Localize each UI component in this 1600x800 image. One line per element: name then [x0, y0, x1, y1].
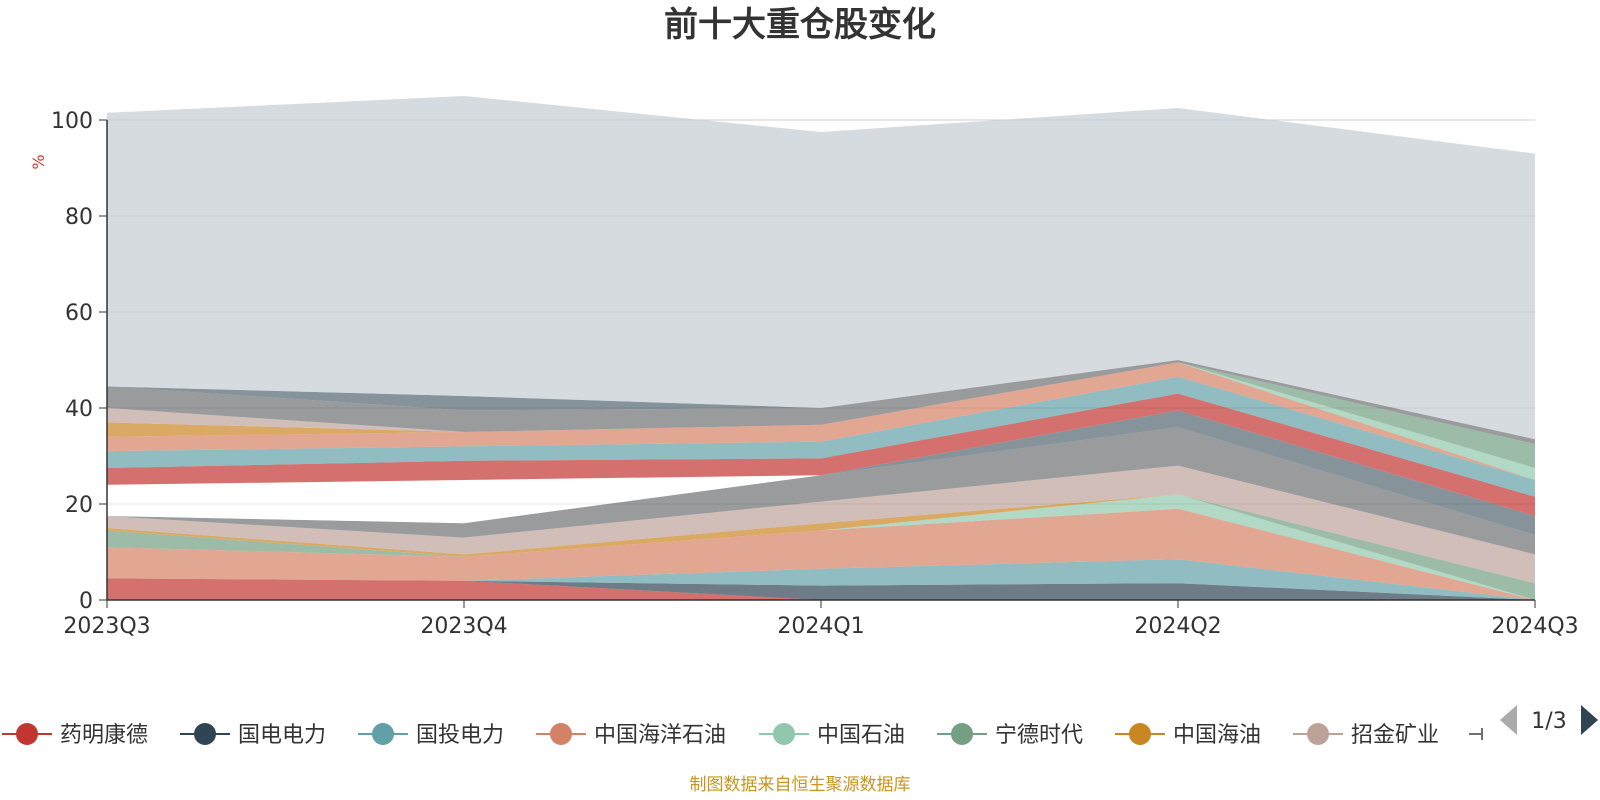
y-tick-label-2: 40 [65, 397, 93, 422]
y-tick-label-1: 20 [65, 493, 93, 518]
legend-marker-icon [550, 723, 572, 745]
x-tick-label-1: 2023Q4 [420, 614, 507, 639]
x-tick-label-3: 2024Q2 [1134, 614, 1221, 639]
area-series-3 [107, 508, 1535, 600]
legend: 药明康德 国电电力 国投电力 中国海洋石油 中国石油 宁德时代 中国海油 招金矿业 [2, 723, 1483, 748]
y-axis-unit: % [29, 154, 48, 169]
source-note: 制图数据来自恒生聚源数据库 [690, 775, 911, 795]
area-series-8 [107, 427, 1535, 555]
area-series-7 [107, 465, 1535, 584]
legend-prev-icon[interactable] [1500, 705, 1517, 735]
area-series-2 [107, 559, 1535, 600]
legend-next-icon[interactable] [1581, 705, 1598, 735]
legend-label: 招金矿业 [1351, 723, 1439, 748]
x-tick-label-2: 2024Q1 [777, 614, 864, 639]
y-tick-label-0: 0 [79, 589, 93, 614]
x-tick-label-4: 2024Q3 [1491, 614, 1578, 639]
x-tick-label-0: 2023Q3 [63, 614, 150, 639]
y-tick-label-3: 60 [65, 301, 93, 326]
area-series-0 [107, 578, 1535, 600]
legend-item-2[interactable]: 国投电力 [358, 723, 504, 748]
legend-item-5[interactable]: 宁德时代 [937, 723, 1083, 748]
area-series-20 [107, 96, 1535, 440]
legend-item-4[interactable]: 中国石油 [759, 723, 905, 748]
legend-label: 药明康德 [60, 723, 148, 748]
legend-item-1[interactable]: 国电电力 [180, 723, 326, 748]
area-series-10 [107, 410, 1535, 524]
area-series-19 [107, 360, 1535, 440]
legend-marker-icon [16, 723, 38, 745]
y-tick-label-5: 100 [51, 109, 93, 134]
legend-label: 国电电力 [238, 723, 326, 748]
area-series-1 [107, 578, 1535, 600]
area-series-18 [107, 360, 1535, 444]
legend-marker-icon [951, 723, 973, 745]
stacked-areas [107, 96, 1535, 600]
chart-title: 前十大重仓股变化 [664, 5, 936, 45]
legend-label: 中国海洋石油 [594, 723, 726, 748]
y-tick-label-4: 80 [65, 205, 93, 230]
legend-marker-icon [1129, 723, 1151, 745]
legend-marker-icon [372, 723, 394, 745]
legend-item-7[interactable]: 招金矿业 [1293, 723, 1439, 748]
legend-item-0[interactable]: 药明康德 [2, 723, 148, 748]
legend-marker-icon [194, 723, 216, 745]
legend-page-indicator: 1/3 [1531, 709, 1566, 734]
axes: 0 20 40 60 80 100 2023Q3 2023Q4 2024Q1 2024Q2 2024… [51, 109, 1579, 639]
legend-label: 中国石油 [817, 723, 905, 748]
legend-label: 国投电力 [416, 723, 504, 748]
legend-pager: 1/3 [1500, 705, 1598, 735]
legend-label: 宁德时代 [995, 723, 1083, 748]
legend-marker-icon [773, 723, 795, 745]
legend-label: 中国海油 [1173, 723, 1261, 748]
legend-marker-icon [1307, 723, 1329, 745]
legend-item-3[interactable]: 中国海洋石油 [536, 723, 726, 748]
legend-item-6[interactable]: 中国海油 [1115, 723, 1261, 748]
